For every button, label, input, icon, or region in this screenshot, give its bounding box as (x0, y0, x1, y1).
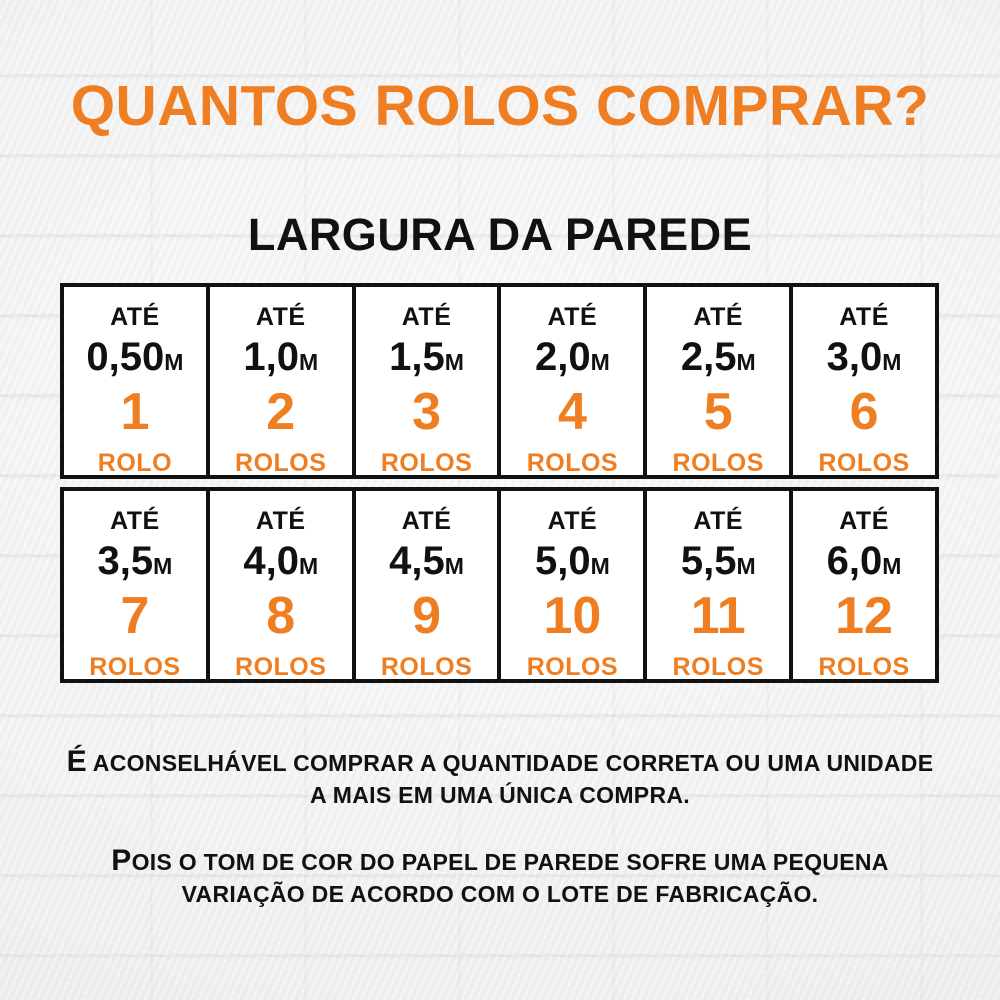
cell-roll-count: 12 (835, 587, 893, 645)
cell-roll-count: 1 (120, 383, 150, 441)
cell-roll-unit-label: ROLO (97, 449, 173, 477)
cell-roll-unit-label: ROLOS (672, 653, 764, 681)
cell-width-number: 3,5 (97, 539, 154, 583)
cell-width-number: 6,0 (826, 539, 883, 583)
cell-prefix-label: ATÉ (547, 507, 598, 535)
cell-width-unit: M (590, 553, 610, 579)
cell-width-number: 1,5 (389, 335, 445, 379)
table-cell-11: ATÉ 5,5M 11 ROLOS (643, 491, 790, 681)
cell-roll-unit-label: ROLOS (89, 653, 181, 681)
table-cell-2: ATÉ 1,0M 2 ROLOS (205, 287, 352, 477)
cell-roll-unit-label: ROLOS (380, 449, 473, 477)
note-lead-capital: P (111, 843, 132, 877)
rolls-table: ATÉ 0,50M 1 ROLO ATÉ 1,0M 2 ROLOS ATÉ 1,… (60, 283, 939, 683)
cell-roll-count: 2 (266, 383, 296, 441)
cell-width-value: 4,0M (243, 541, 318, 581)
cell-width-unit: M (298, 349, 319, 375)
cell-width-value: 1,5M (389, 337, 464, 377)
cell-roll-count: 6 (849, 383, 879, 441)
cell-width-unit: M (298, 553, 319, 579)
cell-prefix-label: ATÉ (839, 507, 889, 535)
footer-notes: É ACONSELHÁVEL COMPRAR A QUANTIDADE CORR… (0, 742, 1000, 910)
cell-roll-count: 10 (543, 587, 602, 645)
table-cell-5: ATÉ 2,5M 5 ROLOS (643, 287, 790, 477)
cell-roll-unit-label: ROLOS (526, 449, 619, 477)
cell-prefix-label: ATÉ (110, 303, 160, 331)
cell-width-value: 5,0M (535, 541, 610, 581)
cell-roll-unit-label: ROLOS (235, 653, 327, 681)
cell-width-value: 1,0M (243, 337, 318, 377)
cell-width-unit: M (882, 553, 902, 579)
cell-width-number: 5,5 (680, 539, 737, 583)
cell-width-number: 2,5 (680, 335, 737, 379)
page-title: QUANTOS ROLOS COMPRAR? (70, 74, 930, 138)
cell-roll-unit-label: ROLOS (526, 653, 619, 681)
note-body: OIS O TOM DE COR DO PAPEL DE PAREDE SOFR… (131, 848, 889, 907)
cell-roll-unit-label: ROLOS (380, 653, 473, 681)
section-heading-wall-width: LARGURA DA PAREDE (247, 209, 753, 260)
cell-width-value: 3,5M (98, 541, 173, 581)
cell-prefix-label: ATÉ (839, 303, 889, 331)
table-cell-3: ATÉ 1,5M 3 ROLOS (351, 287, 498, 477)
note-body: ACONSELHÁVEL COMPRAR A QUANTIDADE CORRET… (86, 750, 934, 808)
cell-prefix-label: ATÉ (255, 303, 306, 331)
table-cell-1: ATÉ 0,50M 1 ROLO (64, 287, 206, 477)
cell-width-value: 5,5M (681, 541, 756, 581)
cell-prefix-label: ATÉ (401, 507, 452, 535)
cell-prefix-label: ATÉ (547, 303, 598, 331)
cell-width-unit: M (882, 349, 902, 375)
table-cell-4: ATÉ 2,0M 4 ROLOS (497, 287, 644, 477)
cell-width-unit: M (153, 553, 173, 579)
cell-prefix-label: ATÉ (401, 303, 452, 331)
cell-width-value: 3,0M (827, 337, 902, 377)
cell-roll-unit-label: ROLOS (235, 449, 327, 477)
cell-prefix-label: ATÉ (255, 507, 306, 535)
note-advice: É ACONSELHÁVEL COMPRAR A QUANTIDADE CORR… (0, 742, 1000, 811)
cell-width-unit: M (444, 349, 464, 375)
cell-roll-count: 3 (412, 383, 442, 441)
table-row: ATÉ 0,50M 1 ROLO ATÉ 1,0M 2 ROLOS ATÉ 1,… (60, 283, 939, 479)
table-cell-12: ATÉ 6,0M 12 ROLOS (789, 491, 935, 681)
cell-prefix-label: ATÉ (693, 303, 744, 331)
cell-roll-count: 8 (266, 587, 296, 645)
cell-width-unit: M (736, 553, 756, 579)
cell-width-number: 5,0 (535, 539, 591, 583)
cell-width-number: 3,0 (826, 335, 883, 379)
cell-width-value: 2,0M (535, 337, 610, 377)
cell-roll-count: 9 (412, 587, 442, 645)
cell-width-number: 1,0 (243, 335, 299, 379)
cell-prefix-label: ATÉ (110, 507, 160, 535)
table-cell-6: ATÉ 3,0M 6 ROLOS (789, 287, 935, 477)
cell-width-number: 4,5 (389, 539, 445, 583)
note-color-variation: POIS O TOM DE COR DO PAPEL DE PAREDE SOF… (0, 841, 1000, 910)
cell-width-value: 0,50M (86, 337, 183, 377)
cell-width-unit: M (590, 349, 610, 375)
note-lead-capital: É (66, 745, 87, 778)
table-cell-7: ATÉ 3,5M 7 ROLOS (64, 491, 206, 681)
cell-roll-count: 5 (703, 383, 733, 441)
cell-roll-unit-label: ROLOS (818, 449, 910, 477)
table-cell-9: ATÉ 4,5M 9 ROLOS (351, 491, 498, 681)
cell-width-unit: M (444, 553, 464, 579)
cell-width-number: 0,50 (86, 335, 165, 379)
cell-width-value: 4,5M (389, 541, 464, 581)
cell-roll-count: 4 (557, 383, 587, 441)
table-cell-10: ATÉ 5,0M 10 ROLOS (497, 491, 644, 681)
cell-width-value: 6,0M (827, 541, 902, 581)
cell-width-number: 2,0 (535, 335, 591, 379)
cell-width-number: 4,0 (243, 539, 299, 583)
table-row: ATÉ 3,5M 7 ROLOS ATÉ 4,0M 8 ROLOS ATÉ 4,… (60, 487, 939, 683)
cell-roll-unit-label: ROLOS (672, 449, 764, 477)
table-cell-8: ATÉ 4,0M 8 ROLOS (205, 491, 352, 681)
cell-prefix-label: ATÉ (693, 507, 744, 535)
cell-width-unit: M (736, 349, 756, 375)
cell-width-unit: M (164, 349, 184, 375)
cell-roll-unit-label: ROLOS (818, 653, 910, 681)
cell-roll-count: 11 (690, 587, 746, 645)
cell-width-value: 2,5M (681, 337, 756, 377)
cell-roll-count: 7 (120, 587, 150, 645)
